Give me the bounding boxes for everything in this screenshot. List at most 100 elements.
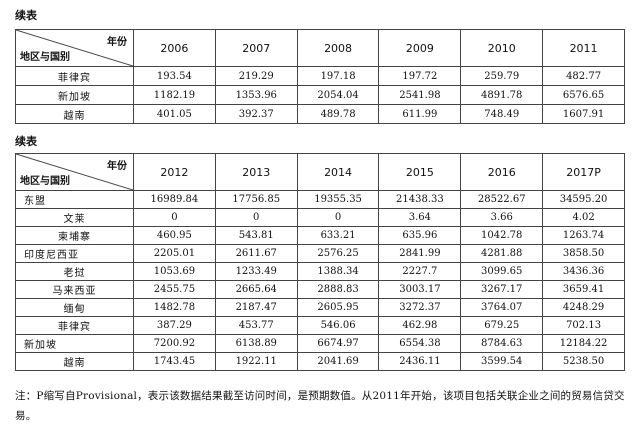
row-label: 新加坡 xyxy=(15,334,134,353)
table-cell: 2841.99 xyxy=(378,244,462,263)
row-label: 印度尼西亚 xyxy=(15,244,134,263)
row-label: 缅甸 xyxy=(15,298,134,317)
header-region-label: 地区与国别 xyxy=(20,176,70,187)
diagonal-header-cell: 年份 地区与国别 xyxy=(15,29,134,67)
table-cell: 219.29 xyxy=(214,66,298,86)
table-cell: 546.06 xyxy=(296,316,380,335)
table-cell: 543.81 xyxy=(214,226,298,245)
table-cell: 193.54 xyxy=(133,66,216,86)
table-cell: 3.64 xyxy=(378,208,462,227)
year-header: 2010 xyxy=(460,29,544,67)
table-cell: 28522.67 xyxy=(460,190,544,209)
table-cell: 4281.88 xyxy=(460,244,544,263)
table-cell: 1743.45 xyxy=(133,352,216,371)
table-cell: 34595.20 xyxy=(542,190,625,209)
table-cell: 633.21 xyxy=(296,226,380,245)
table-cell: 197.72 xyxy=(378,66,462,86)
table-cell: 2436.11 xyxy=(378,352,462,371)
table-cell: 2187.47 xyxy=(214,298,298,317)
row-label: 越南 xyxy=(15,104,134,124)
table-header-row: 年份 地区与国别 2006 2007 2008 2009 2010 2011 xyxy=(15,29,625,67)
table-cell: 482.77 xyxy=(542,66,625,86)
table-cell: 19355.35 xyxy=(296,190,380,209)
table-cell: 387.29 xyxy=(133,316,216,335)
table-cell: 1922.11 xyxy=(214,352,298,371)
table-cell: 6138.89 xyxy=(214,334,298,353)
table-row: 马来西亚 2455.75 2665.64 2888.83 3003.17 3267.17 3… xyxy=(15,280,625,299)
table-cell: 6576.65 xyxy=(542,85,625,105)
table-cell: 3272.37 xyxy=(378,298,462,317)
table-cell: 2054.04 xyxy=(296,85,380,105)
year-header: 2008 xyxy=(296,29,380,67)
table-cell: 611.99 xyxy=(378,104,462,124)
table-cell: 12184.22 xyxy=(542,334,625,353)
year-header: 2012 xyxy=(133,153,216,191)
table-cell: 0 xyxy=(296,208,380,227)
table-cell: 401.05 xyxy=(133,104,216,124)
data-table-2: 年份 地区与国别 2012 2013 2014 2015 2016 2017P … xyxy=(15,153,625,371)
header-region-label: 地区与国别 xyxy=(20,52,70,63)
table-cell: 1042.78 xyxy=(460,226,544,245)
year-header: 2011 xyxy=(542,29,625,67)
header-year-label: 年份 xyxy=(107,37,127,48)
table-row: 缅甸 1482.78 2187.47 2605.95 3272.37 3764.07 424… xyxy=(15,298,625,317)
table-cell: 635.96 xyxy=(378,226,462,245)
row-label: 菲律宾 xyxy=(15,66,134,86)
table-cell: 453.77 xyxy=(214,316,298,335)
table-cell: 702.13 xyxy=(542,316,625,335)
table-row: 菲律宾 387.29 453.77 546.06 462.98 679.25 702.13 xyxy=(15,316,625,335)
row-label: 越南 xyxy=(15,352,134,371)
table-cell: 197.18 xyxy=(296,66,380,86)
table-cell: 16989.84 xyxy=(133,190,216,209)
table-cell: 2455.75 xyxy=(133,280,216,299)
table-cell: 4.02 xyxy=(542,208,625,227)
table-cell: 2576.25 xyxy=(296,244,380,263)
table-cell: 3599.54 xyxy=(460,352,544,371)
row-label: 菲律宾 xyxy=(15,316,134,335)
table-row: 菲律宾 193.54 219.29 197.18 197.72 259.79 482.77 xyxy=(15,66,625,86)
table-row: 新加坡 7200.92 6138.89 6674.97 6554.38 8784.63 12… xyxy=(15,334,625,353)
table-cell: 748.49 xyxy=(460,104,544,124)
table-row: 越南 401.05 392.37 489.78 611.99 748.49 1607.91 xyxy=(15,104,625,124)
table-row: 文莱 0 0 0 3.64 3.66 4.02 xyxy=(15,208,625,227)
row-label: 柬埔寨 xyxy=(15,226,134,245)
table-cell: 259.79 xyxy=(460,66,544,86)
year-header: 2007 xyxy=(214,29,298,67)
table-row: 越南 1743.45 1922.11 2041.69 2436.11 3599.54 523… xyxy=(15,352,625,371)
table-cell: 1053.69 xyxy=(133,262,216,281)
table-caption-1: 续表 xyxy=(15,9,37,22)
year-header: 2016 xyxy=(460,153,544,191)
table-cell: 21438.33 xyxy=(378,190,462,209)
table-cell: 392.37 xyxy=(214,104,298,124)
table-cell: 489.78 xyxy=(296,104,380,124)
footnote: 注：P缩写自Provisional，表示该数据结果截至访问时间，是预期数值。从2… xyxy=(15,390,625,422)
table-cell: 3099.65 xyxy=(460,262,544,281)
table-cell: 0 xyxy=(214,208,298,227)
table-cell: 3003.17 xyxy=(378,280,462,299)
header-year-label: 年份 xyxy=(107,161,127,172)
table-cell: 3764.07 xyxy=(460,298,544,317)
table-cell: 460.95 xyxy=(133,226,216,245)
table-cell: 2205.01 xyxy=(133,244,216,263)
table-cell: 3.66 xyxy=(460,208,544,227)
table-cell: 4248.29 xyxy=(542,298,625,317)
table-cell: 2611.67 xyxy=(214,244,298,263)
table-cell: 1182.19 xyxy=(133,85,216,105)
table-cell: 3659.41 xyxy=(542,280,625,299)
diagonal-header-cell: 年份 地区与国别 xyxy=(15,153,134,191)
table-cell: 1607.91 xyxy=(542,104,625,124)
table-cell: 462.98 xyxy=(378,316,462,335)
table-row: 东盟 16989.84 17756.85 19355.35 21438.33 28522.… xyxy=(15,190,625,209)
year-header: 2013 xyxy=(214,153,298,191)
table-cell: 1388.34 xyxy=(296,262,380,281)
table-cell: 1233.49 xyxy=(214,262,298,281)
table-caption-2: 续表 xyxy=(15,135,37,148)
table-cell: 3267.17 xyxy=(460,280,544,299)
year-header: 2017P xyxy=(542,153,625,191)
table-cell: 7200.92 xyxy=(133,334,216,353)
year-header: 2015 xyxy=(378,153,462,191)
data-table-1: 年份 地区与国别 2006 2007 2008 2009 2010 2011 菲… xyxy=(15,29,625,124)
table-cell: 6674.97 xyxy=(296,334,380,353)
table-row: 印度尼西亚 2205.01 2611.67 2576.25 2841.99 4281.88… xyxy=(15,244,625,263)
year-header: 2006 xyxy=(133,29,216,67)
